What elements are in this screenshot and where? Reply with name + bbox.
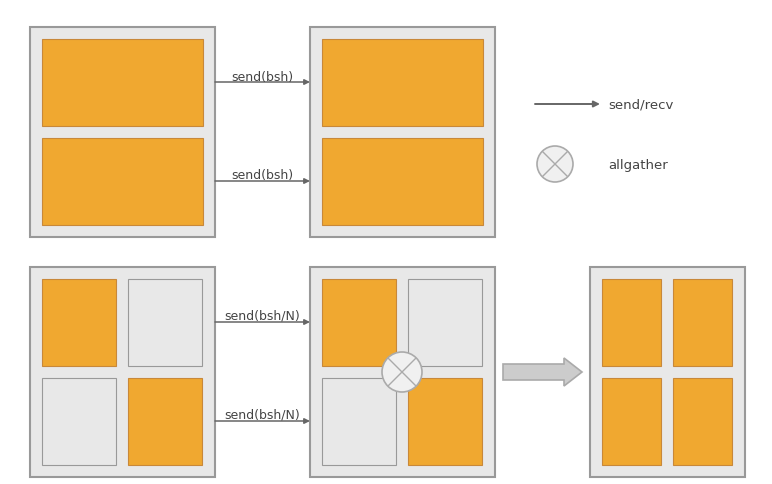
Bar [673,378,732,465]
Bar [322,378,396,465]
Bar [128,378,202,465]
Text: send(bsh/N): send(bsh/N) [224,309,300,322]
Bar [42,279,116,366]
Polygon shape [503,358,582,386]
Bar [322,40,483,127]
Bar [602,279,661,366]
Bar [30,28,215,238]
Bar [42,139,203,226]
Text: send(bsh): send(bsh) [231,169,293,182]
Bar [673,279,732,366]
Text: send(bsh/N): send(bsh/N) [224,408,300,421]
Bar [408,279,482,366]
Text: allgather: allgather [608,158,668,171]
Text: send(bsh): send(bsh) [231,70,293,83]
Bar [42,40,203,127]
Bar [322,279,396,366]
Bar [42,378,116,465]
Bar [322,139,483,226]
Bar [408,378,482,465]
Bar [602,378,661,465]
Circle shape [537,147,573,182]
Bar [590,268,745,477]
Bar [310,28,495,238]
Bar [30,268,215,477]
Bar [310,268,495,477]
Circle shape [382,352,422,392]
Text: send/recv: send/recv [608,98,673,111]
Bar [128,279,202,366]
